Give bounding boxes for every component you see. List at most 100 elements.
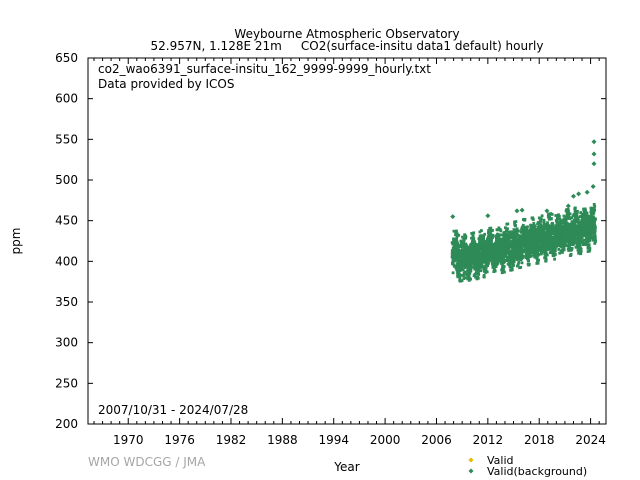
data-point	[560, 227, 564, 230]
data-point	[575, 243, 579, 247]
data-point	[553, 257, 556, 261]
data-point	[496, 253, 500, 257]
data-point	[583, 241, 587, 245]
data-point	[486, 242, 490, 246]
data-point	[512, 264, 515, 267]
data-point	[533, 224, 537, 228]
data-point	[519, 266, 523, 269]
data-point	[462, 240, 466, 244]
data-point	[533, 238, 537, 242]
data-point	[593, 208, 596, 212]
data-point	[564, 244, 568, 248]
data-point	[514, 220, 518, 223]
data-point	[536, 251, 539, 255]
data-point	[532, 221, 536, 225]
data-point	[562, 245, 566, 249]
data-point	[457, 256, 460, 259]
data-point	[477, 268, 481, 272]
data-point	[545, 226, 549, 229]
data-point	[567, 211, 570, 215]
data-point	[489, 235, 493, 238]
data-point	[568, 212, 572, 216]
data-point	[547, 217, 551, 221]
data-point	[467, 266, 471, 270]
data-point	[488, 230, 492, 233]
data-point	[547, 248, 550, 251]
data-point	[588, 248, 592, 252]
data-point	[469, 269, 473, 273]
data-point	[460, 266, 464, 270]
data-point	[563, 240, 567, 243]
data-point	[454, 240, 458, 244]
data-point	[463, 233, 467, 237]
data-point	[515, 254, 518, 257]
data-point	[464, 235, 468, 239]
data-point-outlier	[485, 213, 491, 219]
data-point	[547, 212, 550, 216]
data-point	[593, 234, 597, 237]
data-point	[589, 214, 593, 218]
plot-frame	[87, 57, 607, 425]
data-point	[468, 276, 471, 280]
data-point	[542, 220, 546, 224]
data-point	[471, 238, 475, 242]
x-tick-label: 1988	[267, 433, 298, 447]
data-point	[496, 261, 500, 265]
data-point	[579, 249, 583, 253]
data-point	[455, 237, 458, 241]
data-point	[464, 242, 468, 246]
data-point	[523, 217, 527, 221]
data-point	[479, 265, 483, 269]
data-point	[534, 231, 537, 235]
data-point	[462, 238, 466, 242]
data-point	[478, 255, 482, 258]
data-point	[548, 215, 551, 218]
data-point	[460, 279, 464, 283]
data-point	[526, 225, 529, 229]
data-point	[502, 269, 505, 273]
data-point	[480, 239, 484, 243]
data-point	[542, 230, 546, 233]
data-point	[517, 260, 521, 264]
data-point	[516, 234, 520, 237]
data-point	[593, 231, 597, 234]
data-point	[472, 237, 476, 241]
data-point	[528, 252, 532, 256]
data-point	[578, 244, 582, 248]
data-point	[562, 248, 566, 252]
x-tick-label: 1982	[216, 433, 247, 447]
data-point	[593, 229, 597, 232]
y-axis: 200 250 300 350 400 450 500 550 600 650	[55, 51, 606, 431]
data-point	[469, 277, 472, 281]
data-point	[539, 240, 542, 244]
data-point	[467, 252, 471, 256]
data-point	[479, 269, 483, 273]
data-point	[483, 246, 486, 250]
data-point	[479, 244, 483, 248]
data-point	[497, 226, 501, 230]
y-tick-label: 400	[55, 254, 78, 268]
data-point	[566, 208, 570, 211]
data-point	[592, 211, 596, 214]
data-point	[584, 220, 587, 224]
data-point	[477, 265, 480, 269]
data-point	[451, 256, 455, 260]
data-point	[551, 222, 555, 226]
data-point	[500, 246, 504, 249]
data-point	[482, 249, 486, 253]
data-point-outlier	[590, 184, 596, 190]
data-point	[508, 259, 512, 263]
data-point	[579, 211, 583, 214]
data-point	[592, 216, 596, 220]
data-point	[578, 230, 581, 233]
data-point	[556, 244, 560, 248]
data-point	[550, 217, 553, 220]
data-point	[573, 235, 577, 239]
data-point	[479, 258, 483, 262]
data-point	[485, 270, 489, 274]
data-point	[565, 217, 569, 220]
data-point	[537, 224, 541, 228]
data-point	[570, 247, 574, 250]
data-point	[528, 255, 531, 259]
